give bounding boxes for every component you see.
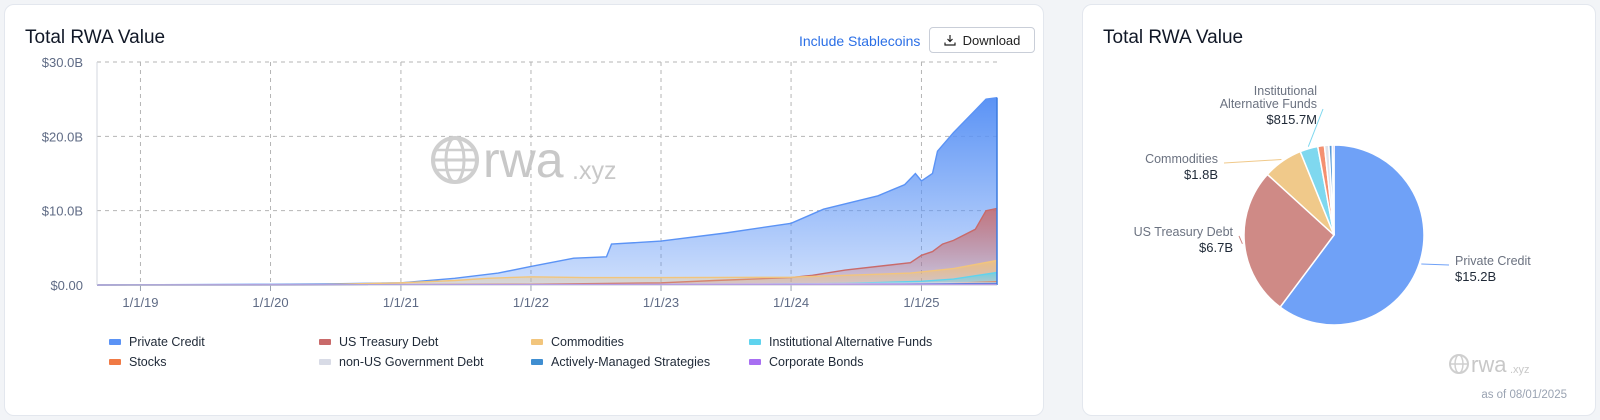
legend-label: Institutional Alternative Funds [769, 335, 933, 349]
legend-swatch [319, 339, 331, 345]
pie-slice-corporate-bonds[interactable] [1331, 144, 1335, 236]
chart-watermark: rwa .xyz [431, 132, 616, 188]
legend-item[interactable]: US Treasury Debt [319, 335, 531, 349]
legend-label: Actively-Managed Strategies [551, 355, 711, 369]
pie-leader-line [1421, 263, 1450, 266]
pie-label-name: Institutional [1254, 84, 1317, 98]
chart-axes: $0.00 $10.0B $20.0B $30.0B 1/1/19 1/1/20 1/1/2… [42, 55, 997, 310]
legend-item[interactable]: Stocks [109, 355, 319, 369]
series-line [96, 259, 998, 286]
download-button[interactable]: Download [929, 27, 1035, 53]
x-tick-label: 1/1/22 [513, 295, 549, 310]
panel-title: Total RWA Value [25, 27, 166, 48]
legend-label: non-US Government Debt [339, 355, 484, 369]
legend-swatch [749, 359, 761, 365]
pie-leader-line [1238, 235, 1243, 244]
pie-slices [1243, 144, 1425, 326]
series-private-credit[interactable] [96, 97, 998, 286]
legend-item[interactable]: non-US Government Debt [319, 355, 531, 369]
chart-legend: Private Credit US Treasury Debt Commoditie… [109, 335, 1009, 369]
pie-label-name: Private Credit [1455, 254, 1531, 268]
watermark-suffix: .xyz [572, 157, 616, 185]
legend-item[interactable]: Commodities [531, 335, 749, 349]
x-tick-label: 1/1/19 [122, 295, 158, 310]
legend-swatch [531, 359, 543, 365]
watermark-suffix: .xyz [1510, 364, 1530, 376]
legend-label: Commodities [551, 335, 624, 349]
legend-swatch [749, 339, 761, 345]
watermark-wordmark: rwa [1471, 352, 1507, 377]
total-rwa-value-panel: Total RWA Value Include Stablecoins Down… [4, 4, 1044, 416]
include-stablecoins-toggle[interactable]: Include Stablecoins [799, 33, 921, 49]
area-series-group [96, 97, 998, 286]
y-tick-label: $0.00 [50, 278, 83, 293]
legend-swatch [109, 359, 121, 365]
legend-label: Stocks [129, 355, 167, 369]
total-rwa-value-pie-panel: Total RWA Value Private Credit $15.2B US T… [1082, 4, 1596, 416]
watermark-wordmark: rwa [483, 132, 564, 188]
panel-title: Total RWA Value [1103, 27, 1244, 48]
download-icon [943, 35, 956, 46]
legend-swatch [531, 339, 543, 345]
x-tick-label: 1/1/23 [643, 295, 679, 310]
legend-label: Private Credit [129, 335, 205, 349]
download-button-label: Download [962, 32, 1021, 48]
legend-label: Corporate Bonds [769, 355, 864, 369]
legend-swatch [109, 339, 121, 345]
pie-leader-line [1223, 159, 1282, 164]
pie-label-name: US Treasury Debt [1134, 225, 1234, 239]
pie-watermark: rwa .xyz [1449, 352, 1530, 377]
globe-icon [1449, 354, 1469, 374]
legend-label: US Treasury Debt [339, 335, 439, 349]
series-commodities[interactable] [96, 259, 998, 286]
pie-slice-us-treasury-debt[interactable] [1243, 173, 1336, 309]
legend-swatch [319, 359, 331, 365]
y-tick-label: $30.0B [42, 55, 83, 70]
y-tick-label: $20.0B [42, 129, 83, 144]
series-area [97, 97, 997, 285]
legend-item[interactable]: Private Credit [109, 335, 319, 349]
pie-chart[interactable]: Private Credit$15.2B US Treasury Debt$6.7… [1083, 5, 1595, 415]
pie-label-value: $815.7M [1266, 112, 1317, 127]
legend-item[interactable]: Actively-Managed Strategies [531, 355, 749, 369]
pie-leader-line [1307, 108, 1324, 147]
x-tick-label: 1/1/24 [773, 295, 809, 310]
series-area [97, 260, 997, 285]
pie-label-name: Commodities [1145, 152, 1218, 166]
pie-label-value: $1.8B [1184, 167, 1218, 182]
pie-label-value: $6.7B [1199, 240, 1233, 255]
globe-icon [431, 136, 479, 184]
pie-label-value: $15.2B [1455, 269, 1496, 284]
area-chart[interactable]: rwa .xyz $0.00 $10.0B $20.0B $30.0B 1/1/19 1/… [5, 5, 1045, 335]
x-tick-label: 1/1/20 [252, 295, 288, 310]
pie-slice-private-credit[interactable] [1279, 144, 1425, 326]
pie-label-name: Alternative Funds [1220, 97, 1317, 111]
x-tick-label: 1/1/21 [383, 295, 419, 310]
x-tick-label: 1/1/25 [903, 295, 939, 310]
as-of-date: as of 08/01/2025 [1481, 389, 1567, 401]
pie-labels: Private Credit$15.2B US Treasury Debt$6.7… [1134, 84, 1532, 284]
legend-item[interactable]: Corporate Bonds [749, 355, 999, 369]
y-tick-label: $10.0B [42, 204, 83, 219]
legend-item[interactable]: Institutional Alternative Funds [749, 335, 999, 349]
